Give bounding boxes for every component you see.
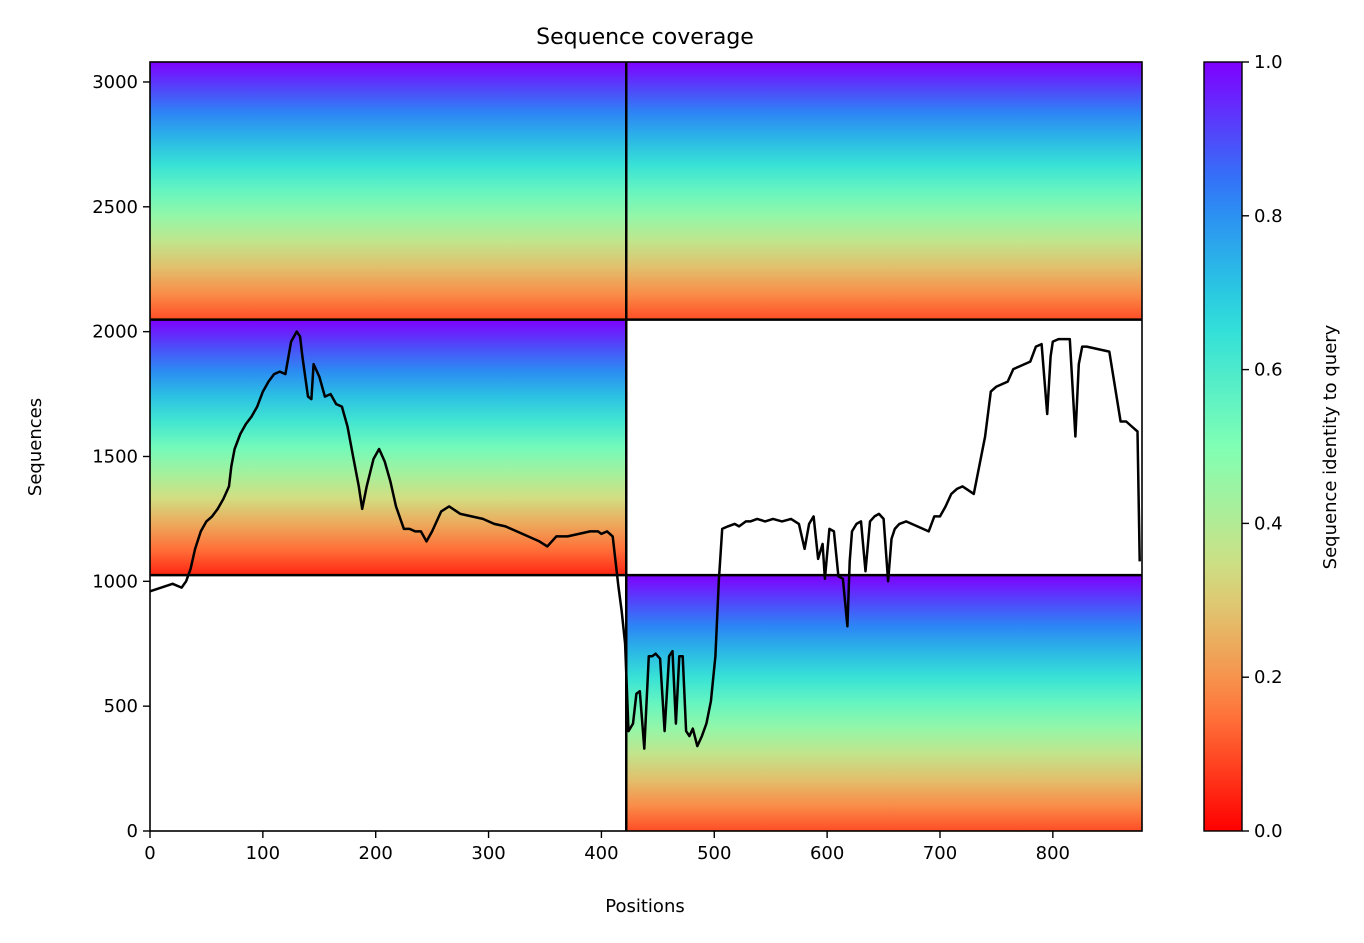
colorbar-label: Sequence identity to query — [1320, 324, 1341, 569]
x-tick-label: 200 — [359, 843, 393, 864]
x-tick-label: 800 — [1036, 843, 1070, 864]
y-axis-label: Sequences — [25, 398, 46, 496]
x-axis: 0 100 200 300 400 500 600 700 800 — [144, 831, 1070, 864]
plot-area — [149, 61, 1143, 832]
y-tick-label: 3000 — [92, 72, 138, 93]
x-tick-label: 500 — [697, 843, 731, 864]
coverage-block-3 — [150, 319, 627, 576]
y-tick-label: 2000 — [92, 322, 138, 343]
plot-frame — [149, 61, 1143, 832]
x-tick-label: 700 — [923, 843, 957, 864]
y-tick-label: 0 — [127, 821, 138, 842]
y-tick-label: 2500 — [92, 197, 138, 218]
chart-title: Sequence coverage — [536, 25, 754, 50]
colorbar-tick-label: 0.0 — [1254, 821, 1283, 842]
x-axis-label: Positions — [605, 896, 684, 917]
coverage-block-4 — [626, 575, 1142, 831]
colorbar: 0.0 0.2 0.4 0.6 0.8 1.0 — [1203, 52, 1283, 842]
coverage-block-1 — [150, 62, 627, 320]
x-tick-label: 600 — [810, 843, 844, 864]
x-tick-label: 400 — [584, 843, 618, 864]
y-tick-label: 1500 — [92, 446, 138, 467]
colorbar-tick-label: 0.6 — [1254, 360, 1283, 381]
y-tick-label: 500 — [104, 696, 138, 717]
coverage-block-2 — [626, 62, 1142, 320]
x-tick-label: 100 — [246, 843, 280, 864]
x-tick-label: 300 — [471, 843, 505, 864]
colorbar-tick-label: 0.4 — [1254, 513, 1283, 534]
colorbar-tick-label: 0.2 — [1254, 667, 1283, 688]
colorbar-gradient — [1203, 61, 1243, 832]
x-tick-label: 0 — [144, 843, 155, 864]
coverage-line — [149, 330, 1141, 750]
colorbar-tick-label: 1.0 — [1254, 52, 1283, 73]
colorbar-tick-label: 0.8 — [1254, 206, 1283, 227]
y-tick-label: 1000 — [92, 571, 138, 592]
y-axis: 0 500 1000 1500 2000 2500 3000 — [92, 72, 150, 842]
